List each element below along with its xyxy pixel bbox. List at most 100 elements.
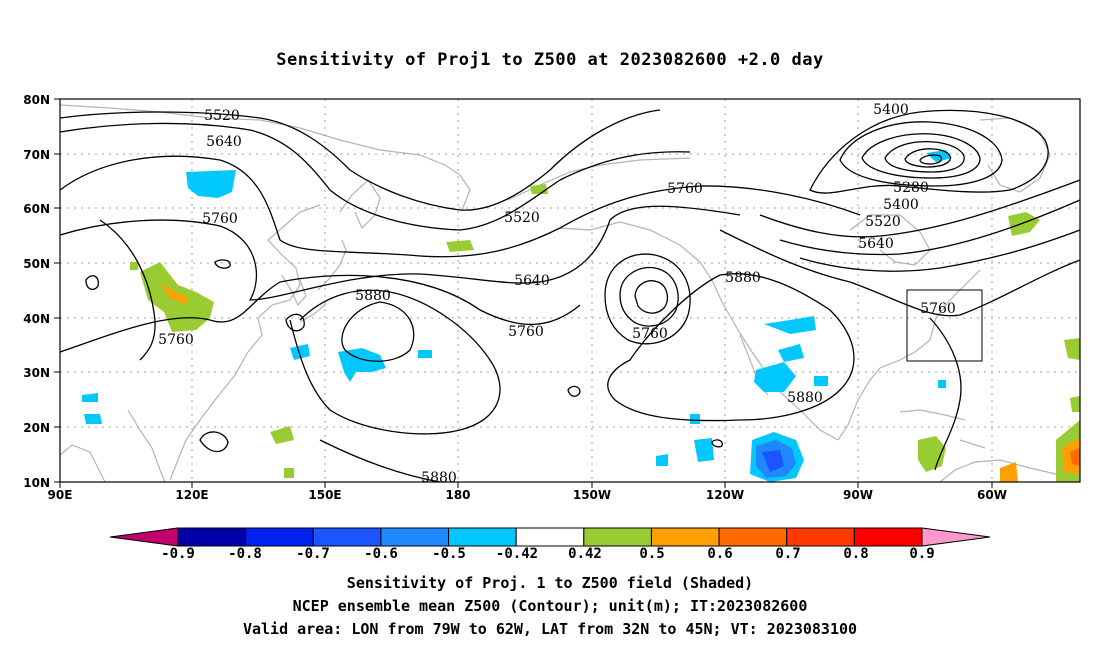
contour-line <box>59 122 691 231</box>
shade-positive-core <box>1070 448 1080 466</box>
contour-line <box>59 109 661 211</box>
contour-label: 5760 <box>920 301 956 317</box>
lon-label: 150E <box>308 488 341 502</box>
shade-negative-patch <box>82 393 98 402</box>
contour-label: 5880 <box>355 288 391 304</box>
contour-label: 5760 <box>632 326 668 342</box>
latitude-labels: 80N 70N 60N 50N 40N 30N 20N 10N <box>23 93 50 490</box>
contour-label: 5880 <box>421 470 457 486</box>
colorbar-label: -0.7 <box>296 546 330 562</box>
colorbar-end-low <box>109 527 179 547</box>
lon-label: 120W <box>706 488 744 502</box>
shade-negative-patch <box>814 376 828 386</box>
colorbar-cells <box>177 527 923 547</box>
colorbar-label: -0.42 <box>496 546 538 562</box>
lat-label: 60N <box>23 202 50 216</box>
contour-label: 5760 <box>202 211 238 227</box>
shade-negative-patch <box>290 344 310 360</box>
contour-label: 5760 <box>508 324 544 340</box>
colorbar-cell <box>515 527 585 547</box>
caption-line-1: Sensitivity of Proj. 1 to Z500 field (Sh… <box>346 574 754 592</box>
shade-positive-patch <box>270 426 294 444</box>
colorbar-label: 0.9 <box>909 546 934 562</box>
colorbar-cell <box>718 527 788 547</box>
chart-title: Sensitivity of Proj1 to Z500 at 20230826… <box>276 50 824 70</box>
coastlines <box>59 104 1079 483</box>
contour-line <box>861 133 981 179</box>
contour-line <box>904 148 952 168</box>
coast-greenland <box>979 117 1051 193</box>
shade-negative-patch <box>338 348 386 382</box>
colorbar-cell <box>177 527 247 547</box>
contour-line <box>319 439 441 483</box>
contour-label: 5640 <box>514 273 550 289</box>
coast-kamchatka <box>339 179 381 230</box>
shade-positive-patch <box>1064 338 1080 360</box>
colorbar-label: -0.9 <box>161 546 195 562</box>
lat-label: 20N <box>23 421 50 435</box>
caption-line-2: NCEP ensemble mean Z500 (Contour); unit(… <box>292 597 808 615</box>
contour-line <box>214 259 231 269</box>
lat-label: 30N <box>23 366 50 380</box>
contour-line <box>759 179 1081 238</box>
lat-label: 80N <box>23 93 50 107</box>
contour-label: 5520 <box>865 214 901 230</box>
colorbar: -0.9 -0.8 -0.7 -0.6 -0.5 -0.42 0.42 0.5 … <box>109 527 991 562</box>
contour-label: 5640 <box>858 236 894 252</box>
contour-label: 5880 <box>787 390 823 406</box>
shade-negative-patch <box>418 350 432 358</box>
longitude-labels: 90E 120E 150E 180 150W 120W 90W 60W <box>48 488 1007 502</box>
shade-negative-patch <box>694 438 714 462</box>
coast-asia-south <box>59 444 106 483</box>
contour-line <box>929 317 962 471</box>
contour-label: 5520 <box>204 108 240 124</box>
colorbar-label: 0.42 <box>568 546 602 562</box>
contour-line <box>634 280 669 314</box>
colorbar-label: -0.8 <box>228 546 262 562</box>
contour-line <box>85 275 99 291</box>
contour-line <box>799 229 1081 272</box>
shade-negative-patch <box>778 344 804 362</box>
colorbar-label: 0.5 <box>639 546 664 562</box>
colorbar-cell <box>312 527 382 547</box>
shade-negative-patch <box>656 454 668 466</box>
contour-line <box>567 385 581 397</box>
grid-lines <box>60 99 1080 482</box>
shade-positive-patch <box>1070 396 1080 412</box>
contour-line <box>607 273 855 422</box>
coast-korea <box>281 274 307 307</box>
contour-label: 5880 <box>725 270 761 286</box>
lon-label: 60W <box>977 488 1007 502</box>
contour-line <box>604 253 691 345</box>
lat-label: 10N <box>23 476 50 490</box>
valid-area-box <box>906 289 983 362</box>
contour-label: 5400 <box>883 197 919 213</box>
shade-negative-patch <box>186 170 236 198</box>
shade-positive-core <box>160 282 188 304</box>
coast-caribbean <box>899 409 986 449</box>
colorbar-cell <box>245 527 314 547</box>
shade-negative-patch <box>754 362 796 392</box>
lon-label: 180 <box>445 488 470 502</box>
map-frame <box>59 98 1081 483</box>
colorbar-label: 0.7 <box>775 546 800 562</box>
contour-line <box>711 439 723 448</box>
colorbar-cell <box>650 527 720 547</box>
lat-label: 70N <box>23 148 50 162</box>
shade-positive-patch <box>918 436 946 472</box>
contour-label: 5760 <box>667 181 703 197</box>
contour-label: 5280 <box>893 180 929 196</box>
contour-line <box>59 274 581 353</box>
shade-positive-patch <box>130 262 138 270</box>
lon-label: 90E <box>48 488 73 502</box>
lon-label: 120E <box>175 488 208 502</box>
colorbar-label: 0.8 <box>843 546 868 562</box>
shade-positive-core <box>1000 462 1018 482</box>
lat-label: 40N <box>23 312 50 326</box>
colorbar-cell <box>583 527 652 547</box>
shade-positive-patch <box>284 468 294 478</box>
colorbar-end-high <box>921 527 991 547</box>
contour-label: 5640 <box>206 134 242 150</box>
contour-label: 5400 <box>873 102 909 118</box>
